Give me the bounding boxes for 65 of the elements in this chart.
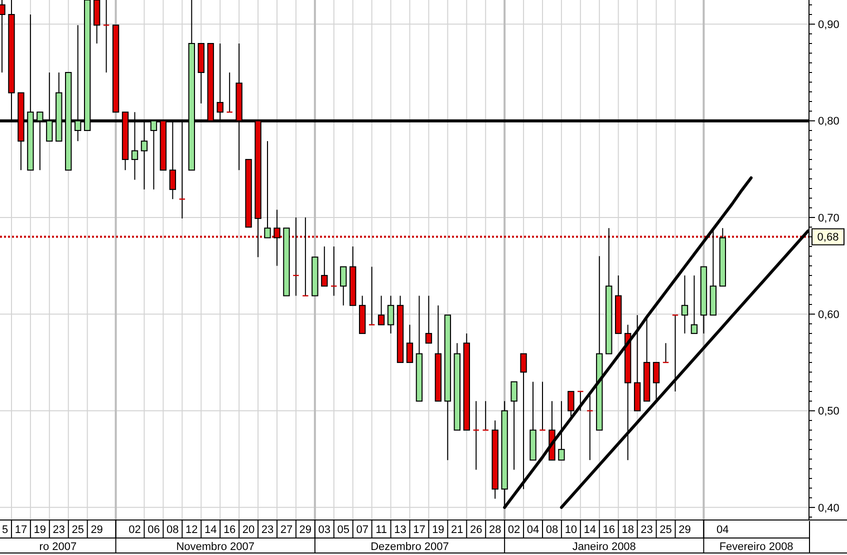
x-tick-label: 19 — [432, 524, 444, 536]
x-tick-label: 10 — [564, 524, 578, 536]
x-tick-label: 23 — [261, 524, 274, 536]
text: Fevereiro 2008 — [719, 540, 794, 553]
x-tick-label: 29 — [299, 524, 312, 536]
x-tick-label: 20 — [242, 524, 255, 536]
y-tick-label: 0,90 — [818, 19, 840, 32]
y-tick-label: 0,80 — [818, 116, 840, 128]
candlestick — [406, 324, 414, 363]
x-tick-label: 06 — [148, 524, 160, 536]
candlestick — [558, 400, 565, 461]
x-tick-label: 12 — [186, 524, 198, 536]
x-tick-label: 14 — [204, 524, 217, 536]
x-tick-label: 11 — [376, 524, 388, 536]
x-tick-label: 13 — [394, 524, 406, 536]
y-tick-label: 0,60 — [818, 308, 840, 321]
candlestick — [274, 209, 280, 266]
y-tick-label: 0,40 — [818, 502, 840, 514]
candlestick — [510, 381, 518, 470]
x-tick-label: 17 — [14, 524, 28, 536]
x-tick-label: 16 — [223, 524, 236, 536]
x-tick-label: 03 — [318, 524, 331, 536]
text: Dezembro 2007 — [370, 540, 449, 553]
candlestick — [681, 274, 688, 334]
x-tick-label: 25 — [72, 524, 84, 536]
x-tick-label: 02 — [128, 524, 141, 536]
x-tick-label: 08 — [546, 524, 558, 536]
candlestick — [387, 295, 394, 334]
candlestick — [520, 353, 527, 490]
x-tick-label: 02 — [508, 524, 520, 536]
ref-line-label: 0,68 — [817, 232, 839, 244]
x-tick-label: 26 — [470, 524, 482, 536]
x-tick-label: 05 — [337, 524, 350, 536]
x-tick-label: 27 — [280, 524, 293, 536]
candlestick — [652, 362, 660, 402]
x-tick-label: 25 — [660, 524, 672, 536]
x-tick-label: 04 — [716, 524, 729, 536]
candlestick — [690, 274, 698, 334]
x-tick-label: 29 — [678, 524, 691, 536]
x-tick-label: 23 — [640, 524, 653, 536]
y-tick-label: 0,70 — [818, 212, 840, 224]
candlestick — [378, 295, 385, 326]
x-tick-label: 16 — [602, 524, 615, 536]
y-tick-label: 0,50 — [818, 406, 840, 418]
x-tick-label: 5 — [2, 524, 8, 536]
x-tick-label: 28 — [488, 524, 502, 536]
candlestick — [340, 266, 347, 306]
text: Novembro 2007 — [176, 540, 254, 553]
candlestick — [568, 390, 574, 418]
x-tick-label: 23 — [52, 524, 66, 536]
x-tick-label: 29 — [90, 524, 103, 536]
x-tick-label: 04 — [526, 524, 540, 536]
text: ro 2007 — [39, 540, 77, 553]
text: Janeiro 2008 — [572, 540, 636, 553]
candlestick — [321, 246, 328, 287]
candlestick — [264, 140, 271, 238]
x-tick-label: 17 — [413, 524, 426, 536]
x-tick-label: 08 — [166, 524, 179, 536]
x-tick-label: 19 — [34, 524, 46, 536]
candlestick — [425, 295, 432, 344]
x-tick-label: 07 — [356, 524, 368, 536]
x-tick-label: 18 — [622, 524, 634, 536]
x-tick-label: 21 — [451, 524, 464, 536]
candlestick — [368, 266, 376, 326]
x-tick-label: 14 — [584, 524, 596, 536]
